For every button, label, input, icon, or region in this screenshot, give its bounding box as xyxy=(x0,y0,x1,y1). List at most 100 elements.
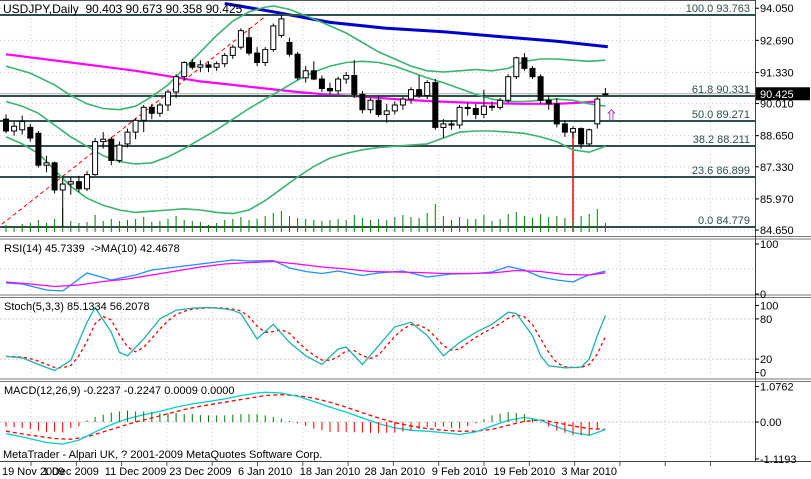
fib-level-label: 38.2 88.211 xyxy=(693,134,750,146)
candle xyxy=(464,102,471,116)
candle xyxy=(424,80,431,100)
fib-level-label: 50.0 89.271 xyxy=(692,109,750,121)
rsi-panel xyxy=(5,259,606,292)
copyright-text: MetaTrader - Alpari UK, ? 2001-2009 Meta… xyxy=(3,449,323,461)
stoch-panel xyxy=(5,306,607,372)
stoch-d-line xyxy=(5,307,606,369)
candle xyxy=(416,75,423,98)
fib-level-label: 100.0 93.763 xyxy=(686,3,750,15)
candle xyxy=(92,138,99,176)
up-arrow-marker[interactable]: ⇧ xyxy=(604,107,618,126)
price-axis-label: 100 xyxy=(760,301,778,313)
candle xyxy=(181,61,188,81)
rsi-ma-line xyxy=(5,260,606,288)
candle xyxy=(505,74,512,103)
date-label: 11 Dec 2009 xyxy=(105,466,167,478)
candle xyxy=(561,120,568,137)
date-label: 18 Jan 2010 xyxy=(300,466,361,478)
fib-level-label: 0.0 84.779 xyxy=(698,215,750,227)
candle xyxy=(432,79,439,130)
date-label: 23 Dec 2009 xyxy=(169,466,231,478)
candle xyxy=(529,66,536,80)
candle xyxy=(351,60,358,98)
date-label: 19 Feb 2010 xyxy=(494,466,556,478)
candle xyxy=(545,95,552,110)
price-axis-label: 85.970 xyxy=(760,194,794,206)
candle xyxy=(262,47,269,67)
price-axis-label: 20 xyxy=(760,354,772,366)
candle xyxy=(521,53,528,71)
candle xyxy=(205,61,212,72)
candle xyxy=(229,44,236,59)
date-label: 1 Dec 2009 xyxy=(43,466,99,478)
current-price-badge-text: 90.425 xyxy=(760,89,794,101)
candle xyxy=(448,120,455,130)
candle xyxy=(148,103,155,120)
candle xyxy=(578,127,585,149)
candle xyxy=(100,132,107,149)
candle xyxy=(294,51,301,81)
candle xyxy=(440,119,447,139)
candle xyxy=(11,121,18,136)
rsi-line xyxy=(5,259,606,292)
candle xyxy=(399,96,406,110)
price-axis-label: 84.650 xyxy=(760,225,794,237)
price-axis-label: 94.050 xyxy=(760,3,794,15)
price-axis-label: 100 xyxy=(760,239,778,251)
date-label: 6 Jan 2010 xyxy=(238,466,292,478)
candle xyxy=(59,175,66,228)
candle xyxy=(586,128,593,147)
chart-symbol-period: USDJPY,Daily xyxy=(3,2,79,16)
candle xyxy=(108,136,115,166)
candle xyxy=(189,58,196,70)
candle xyxy=(318,75,325,93)
candle xyxy=(391,101,398,115)
candle xyxy=(489,101,495,111)
price-axis-label: 0 xyxy=(760,289,766,301)
date-label: 9 Feb 2010 xyxy=(432,466,488,478)
candle xyxy=(343,71,350,84)
candle xyxy=(75,175,82,193)
candle xyxy=(302,66,309,83)
price-axis-label: 91.330 xyxy=(760,67,794,79)
price-axis-label: 1.0762 xyxy=(760,381,794,393)
candle xyxy=(19,115,26,135)
candle xyxy=(335,76,342,95)
price-axis-label: 92.690 xyxy=(760,35,794,47)
candle xyxy=(116,141,123,163)
macd-histogram xyxy=(5,410,598,436)
candle xyxy=(43,155,50,173)
fib-level-label: 61.8 90.331 xyxy=(692,84,750,96)
grid-layer xyxy=(0,2,755,460)
candle xyxy=(237,28,244,50)
candle xyxy=(367,97,374,114)
candle xyxy=(408,87,414,104)
candle xyxy=(310,61,317,81)
candle xyxy=(84,171,90,192)
candle xyxy=(124,128,131,148)
candle xyxy=(602,87,609,96)
stoch-indicator-label: Stoch(5,3,3) 85.1334 56.2078 xyxy=(4,301,150,313)
current-price-badge xyxy=(756,87,810,101)
candle xyxy=(254,47,261,67)
macd-panel xyxy=(5,391,606,445)
candle xyxy=(375,95,382,117)
stoch-k-line xyxy=(5,306,607,372)
price-axis-label: 0.00 xyxy=(760,417,781,429)
candle xyxy=(537,74,544,104)
candle xyxy=(35,130,42,168)
candle xyxy=(278,15,285,38)
candle xyxy=(140,104,147,133)
candle xyxy=(327,82,333,95)
candle xyxy=(221,53,228,68)
chart-ohlc-values: 90.403 90.673 90.358 90.425 xyxy=(85,2,243,16)
candle xyxy=(132,117,139,140)
date-label: 3 Mar 2010 xyxy=(561,466,617,478)
date-label: 28 Jan 2010 xyxy=(365,466,426,478)
macd-main-line xyxy=(5,391,606,445)
fib-retracement: 100.0 93.763 61.8 90.331 50.0 89.271 38.2 8… xyxy=(0,3,755,229)
price-axis[interactable]: 94.050 92.690 91.330 90.010 88.650 87.330 85.9… xyxy=(755,3,810,466)
candle xyxy=(553,97,560,128)
